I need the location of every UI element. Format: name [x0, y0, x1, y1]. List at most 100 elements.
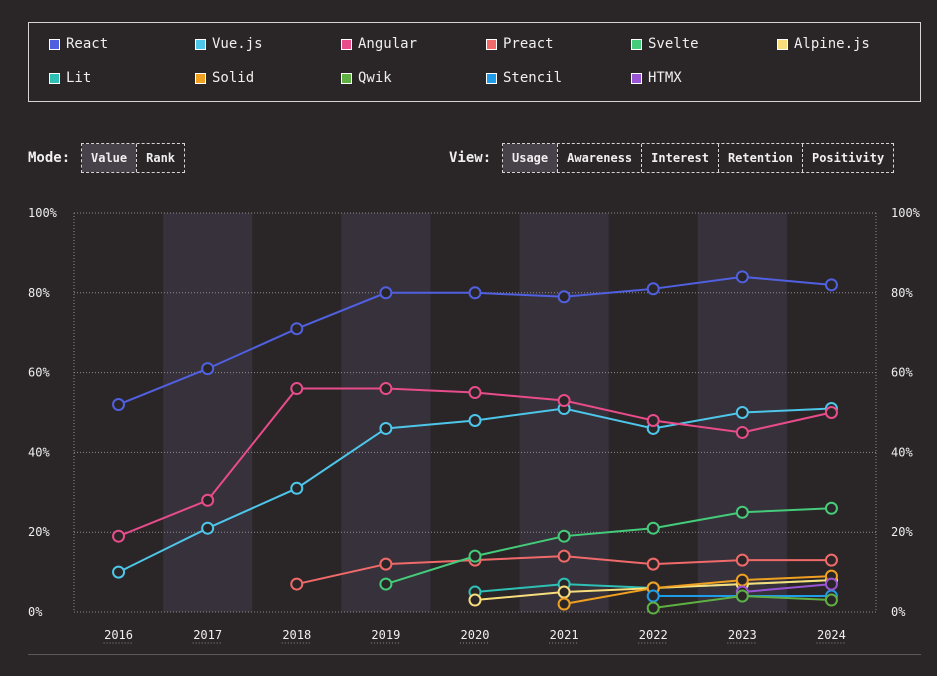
- legend: React Vue.js Angular Preact Svelte Alpine.js L…: [28, 22, 921, 102]
- data-point-svelte: [646, 521, 660, 535]
- x-tick-label: 2020: [461, 628, 490, 642]
- data-point-vue-js: [290, 481, 304, 495]
- data-point-vue-js: [468, 413, 482, 427]
- data-point-vue-js: [735, 406, 749, 419]
- data-point-react: [646, 282, 660, 296]
- year-band: [163, 213, 253, 612]
- legend-item-react[interactable]: React: [49, 36, 108, 52]
- y-tick-label-left: 60%: [28, 366, 50, 380]
- data-point-vue-js: [112, 565, 126, 579]
- data-point-alpine-js: [646, 581, 660, 595]
- mode-toggle: Value Rank: [81, 143, 186, 173]
- data-point-angular: [646, 413, 660, 427]
- bottom-divider: [28, 654, 921, 655]
- view-positivity-button[interactable]: Positivity: [801, 144, 893, 172]
- data-point-alpine-js: [735, 577, 749, 591]
- data-point-htmx: [735, 585, 749, 599]
- legend-item-svelte[interactable]: Svelte: [631, 36, 699, 52]
- data-point-preact: [824, 553, 838, 567]
- data-point-preact: [290, 577, 304, 591]
- x-tick-label: 2018: [282, 628, 311, 642]
- data-point-angular: [735, 425, 749, 439]
- y-tick-label-left: 100%: [28, 206, 58, 220]
- series-line-alpine-js: [474, 579, 832, 602]
- series-line-vue-js: [118, 407, 832, 573]
- legend-label: Lit: [66, 70, 92, 86]
- series-line-htmx: [742, 583, 832, 594]
- x-tick-label: 2023: [728, 628, 757, 642]
- data-point-qwik: [824, 593, 838, 607]
- legend-label: Angular: [358, 36, 418, 52]
- y-tick-label-left: 20%: [28, 525, 50, 539]
- y-tick-label-left: 0%: [28, 605, 43, 619]
- series-line-angular: [118, 387, 832, 538]
- data-point-svelte: [468, 549, 482, 563]
- data-point-preact: [646, 557, 660, 571]
- data-point-solid: [646, 581, 660, 595]
- mode-rank-button[interactable]: Rank: [136, 144, 184, 172]
- year-band: [519, 213, 609, 612]
- legend-swatch: [49, 38, 60, 50]
- legend-swatch: [631, 72, 642, 84]
- data-point-vue-js: [646, 421, 660, 435]
- data-point-angular: [557, 394, 571, 408]
- legend-label: Qwik: [358, 70, 392, 86]
- data-point-lit: [468, 585, 482, 599]
- data-point-angular: [824, 406, 838, 419]
- data-point-qwik: [735, 589, 749, 603]
- legend-swatch: [631, 38, 642, 50]
- legend-item-angular[interactable]: Angular: [341, 36, 417, 52]
- legend-item-htmx[interactable]: HTMX: [631, 70, 682, 86]
- mode-value-button[interactable]: Value: [82, 144, 137, 172]
- data-point-svelte: [824, 501, 838, 515]
- legend-label: Stencil: [503, 70, 563, 86]
- data-point-vue-js: [557, 402, 571, 416]
- view-interest-button[interactable]: Interest: [641, 144, 718, 172]
- data-point-preact: [735, 553, 749, 567]
- series-line-qwik: [653, 595, 832, 610]
- legend-swatch: [195, 72, 206, 84]
- data-point-react: [468, 286, 482, 300]
- data-point-angular: [201, 493, 215, 507]
- data-point-preact: [379, 557, 393, 571]
- view-usage-button[interactable]: Usage: [503, 144, 558, 172]
- view-awareness-button[interactable]: Awareness: [557, 144, 641, 172]
- data-point-angular: [468, 386, 482, 400]
- series-line-solid: [563, 575, 832, 606]
- view-retention-button[interactable]: Retention: [717, 144, 802, 172]
- legend-swatch: [49, 72, 60, 84]
- series-line-lit: [474, 579, 832, 594]
- data-point-stencil: [646, 589, 660, 603]
- data-point-angular: [290, 382, 304, 396]
- x-tick-label: 2017: [193, 628, 222, 642]
- data-point-react: [201, 362, 215, 376]
- data-point-react: [112, 398, 126, 412]
- data-point-react: [557, 290, 571, 304]
- legend-swatch: [195, 38, 206, 50]
- legend-label: React: [66, 36, 109, 52]
- legend-label: Alpine.js: [794, 36, 870, 52]
- data-point-vue-js: [824, 402, 838, 416]
- data-point-qwik: [646, 601, 660, 615]
- legend-item-vue-js[interactable]: Vue.js: [195, 36, 263, 52]
- y-tick-label-right: 20%: [891, 525, 913, 539]
- legend-item-alpine-js[interactable]: Alpine.js: [777, 36, 870, 52]
- y-tick-label-right: 60%: [891, 366, 913, 380]
- y-tick-label-right: 0%: [891, 605, 906, 619]
- legend-item-qwik[interactable]: Qwik: [341, 70, 392, 86]
- legend-label: Svelte: [648, 36, 699, 52]
- legend-item-preact[interactable]: Preact: [486, 36, 554, 52]
- legend-item-lit[interactable]: Lit: [49, 70, 91, 86]
- data-point-solid: [824, 569, 838, 583]
- legend-item-stencil[interactable]: Stencil: [486, 70, 562, 86]
- data-point-lit: [735, 577, 749, 591]
- y-tick-label-left: 80%: [28, 286, 50, 300]
- legend-item-solid[interactable]: Solid: [195, 70, 254, 86]
- x-tick-label: 2022: [639, 628, 668, 642]
- data-point-svelte: [735, 505, 749, 519]
- x-tick-label: 2019: [371, 628, 400, 642]
- data-point-react: [290, 322, 304, 336]
- data-point-lit: [557, 577, 571, 591]
- legend-swatch: [486, 72, 497, 84]
- data-point-angular: [112, 529, 126, 543]
